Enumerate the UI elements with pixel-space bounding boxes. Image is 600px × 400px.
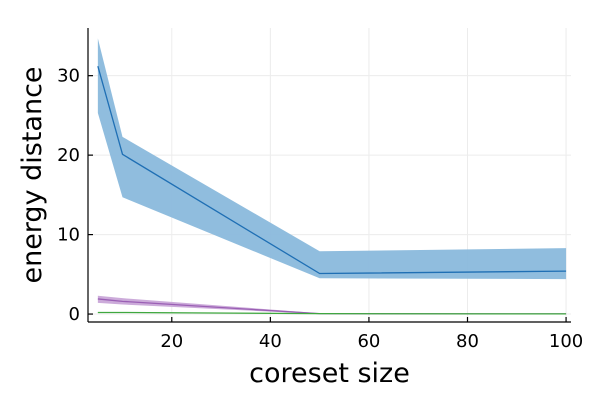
axes xyxy=(87,28,571,323)
series-1-line xyxy=(97,65,567,275)
confidence-bands xyxy=(97,38,567,315)
series-lines xyxy=(97,65,567,315)
x-tick-label: 60 xyxy=(357,331,380,352)
y-tick-label: 30 xyxy=(57,66,80,87)
y-tick-label: 0 xyxy=(69,304,80,325)
x-tick-label: 80 xyxy=(456,331,479,352)
tick-labels: 20 40 60 80 100 0 10 20 30 xyxy=(57,66,583,352)
x-tick-label: 20 xyxy=(160,331,183,352)
y-axis-title: energy distance xyxy=(17,66,48,283)
series-1-band xyxy=(97,38,567,280)
x-tick-label: 100 xyxy=(549,331,583,352)
y-tick-label: 20 xyxy=(57,145,80,166)
series-2-band xyxy=(97,295,567,315)
x-tick-label: 40 xyxy=(259,331,282,352)
y-tick-label: 10 xyxy=(57,225,80,246)
x-axis-title: coreset size xyxy=(249,358,410,389)
series-3-line xyxy=(97,311,567,315)
